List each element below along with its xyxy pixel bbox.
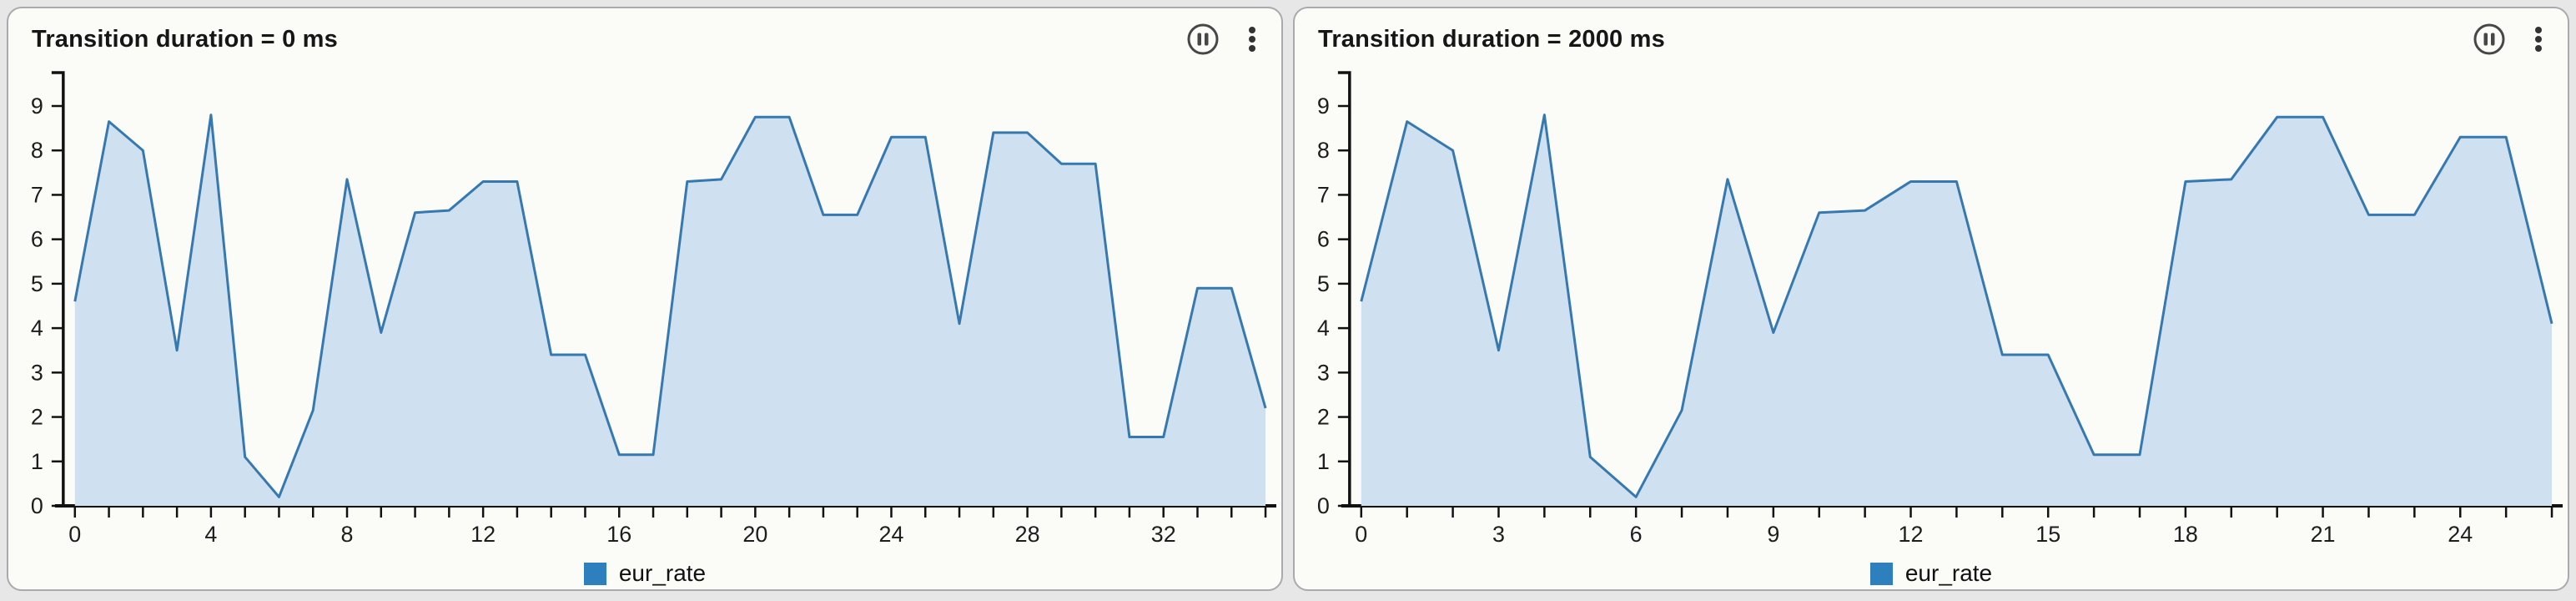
- svg-text:24: 24: [879, 522, 904, 547]
- svg-text:5: 5: [31, 271, 43, 296]
- svg-text:21: 21: [2311, 522, 2336, 547]
- svg-text:5: 5: [1317, 271, 1330, 296]
- panel-title: Transition duration = 0 ms: [32, 25, 338, 53]
- svg-text:6: 6: [1630, 522, 1643, 547]
- svg-text:12: 12: [1899, 522, 1924, 547]
- svg-text:1: 1: [31, 449, 43, 474]
- legend: eur_rate: [8, 556, 1281, 589]
- svg-text:4: 4: [1317, 316, 1330, 341]
- svg-text:18: 18: [2173, 522, 2198, 547]
- svg-text:0: 0: [1317, 493, 1330, 518]
- legend-label: eur_rate: [618, 560, 707, 586]
- svg-text:12: 12: [470, 522, 496, 547]
- legend: eur_rate: [1295, 556, 2568, 589]
- svg-text:3: 3: [31, 360, 43, 385]
- svg-text:2: 2: [1317, 405, 1330, 430]
- legend-label: eur_rate: [1904, 560, 1993, 586]
- svg-text:9: 9: [1767, 522, 1779, 547]
- svg-text:20: 20: [742, 522, 767, 547]
- svg-text:8: 8: [341, 522, 354, 547]
- svg-text:9: 9: [1317, 93, 1330, 119]
- svg-text:3: 3: [1492, 522, 1505, 547]
- svg-text:4: 4: [31, 316, 43, 341]
- svg-text:6: 6: [31, 227, 43, 252]
- panel-title: Transition duration = 2000 ms: [1318, 25, 1665, 53]
- pause-circle-icon: [2473, 23, 2505, 55]
- svg-text:0: 0: [31, 493, 43, 518]
- pause-circle-icon: [1187, 23, 1219, 55]
- svg-text:7: 7: [31, 182, 43, 207]
- panel-header: Transition duration = 2000 ms: [1295, 8, 2568, 65]
- legend-swatch-icon: [1869, 562, 1893, 585]
- pause-button[interactable]: [1183, 19, 1223, 59]
- svg-text:24: 24: [2448, 522, 2473, 547]
- panel-header: Transition duration = 0 ms: [8, 8, 1281, 65]
- svg-text:15: 15: [2035, 522, 2060, 547]
- svg-text:0: 0: [68, 522, 81, 547]
- svg-text:16: 16: [606, 522, 631, 547]
- svg-text:0: 0: [1355, 522, 1367, 547]
- header-icons: [2469, 19, 2548, 59]
- svg-text:2: 2: [31, 405, 43, 430]
- svg-text:7: 7: [1317, 182, 1330, 207]
- kebab-menu-icon: [2535, 27, 2542, 52]
- svg-text:28: 28: [1015, 522, 1040, 547]
- svg-text:32: 32: [1151, 522, 1176, 547]
- svg-text:1: 1: [1317, 449, 1330, 474]
- svg-text:8: 8: [1317, 138, 1330, 163]
- svg-text:6: 6: [1317, 227, 1330, 252]
- kebab-menu-icon: [1249, 27, 1255, 52]
- menu-button[interactable]: [2529, 19, 2548, 59]
- pause-button[interactable]: [2469, 19, 2509, 59]
- svg-text:4: 4: [204, 522, 217, 547]
- header-icons: [1183, 19, 1261, 59]
- svg-text:3: 3: [1317, 360, 1330, 385]
- svg-text:8: 8: [31, 138, 43, 163]
- legend-swatch-icon: [583, 562, 606, 585]
- svg-text:9: 9: [31, 93, 43, 119]
- menu-button[interactable]: [1243, 19, 1261, 59]
